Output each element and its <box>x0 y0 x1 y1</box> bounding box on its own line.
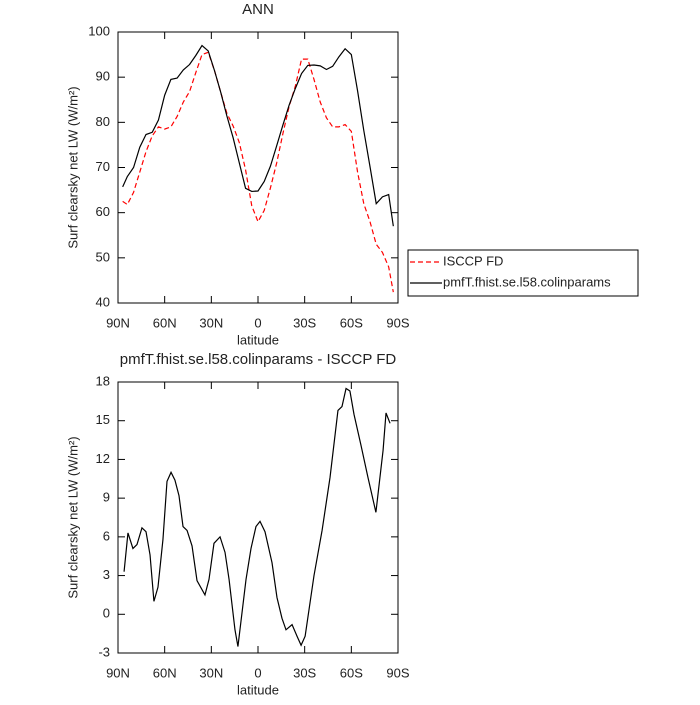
y-tick-label: 15 <box>96 412 110 427</box>
y-tick-label: -3 <box>98 644 110 659</box>
x-tick-label: 30S <box>293 665 316 680</box>
y-axis-label: Surf clearsky net LW (W/m²) <box>65 86 80 248</box>
x-tick-label: 90S <box>386 315 409 330</box>
y-tick-label: 80 <box>96 114 110 129</box>
y-tick-label: 100 <box>88 23 110 38</box>
y-tick-label: 12 <box>96 451 110 466</box>
x-tick-label: 60N <box>153 315 177 330</box>
legend-label: pmfT.fhist.se.l58.colinparams <box>443 274 611 289</box>
data-line <box>122 44 394 227</box>
y-tick-label: 0 <box>103 606 110 621</box>
data-line <box>122 51 394 293</box>
x-axis-label: latitude <box>237 682 279 697</box>
y-tick-label: 40 <box>96 294 110 309</box>
x-tick-label: 90S <box>386 665 409 680</box>
x-tick-label: 0 <box>254 665 261 680</box>
legend-box <box>407 249 639 297</box>
x-tick-label: 60N <box>153 665 177 680</box>
plot-frame <box>117 31 399 304</box>
x-tick-label: 30N <box>199 315 223 330</box>
x-tick-label: 0 <box>254 315 261 330</box>
x-tick-label: 90N <box>106 315 130 330</box>
y-tick-label: 50 <box>96 249 110 264</box>
y-tick-label: 6 <box>103 528 110 543</box>
y-tick-label: 70 <box>96 159 110 174</box>
chart-title: pmfT.fhist.se.l58.colinparams - ISCCP FD <box>120 351 397 368</box>
y-axis-label: Surf clearsky net LW (W/m²) <box>65 436 80 598</box>
y-tick-label: 90 <box>96 69 110 84</box>
x-tick-label: 60S <box>340 315 363 330</box>
x-tick-label: 30N <box>199 665 223 680</box>
x-tick-label: 90N <box>106 665 130 680</box>
y-tick-label: 60 <box>96 204 110 219</box>
x-axis-label: latitude <box>237 332 279 347</box>
x-tick-label: 60S <box>340 665 363 680</box>
chart-title: ANN <box>242 1 274 18</box>
x-tick-label: 30S <box>293 315 316 330</box>
data-line <box>123 387 391 647</box>
legend-label: ISCCP FD <box>443 253 503 268</box>
y-tick-label: 3 <box>103 567 110 582</box>
y-tick-label: 9 <box>103 490 110 505</box>
y-tick-label: 18 <box>96 373 110 388</box>
